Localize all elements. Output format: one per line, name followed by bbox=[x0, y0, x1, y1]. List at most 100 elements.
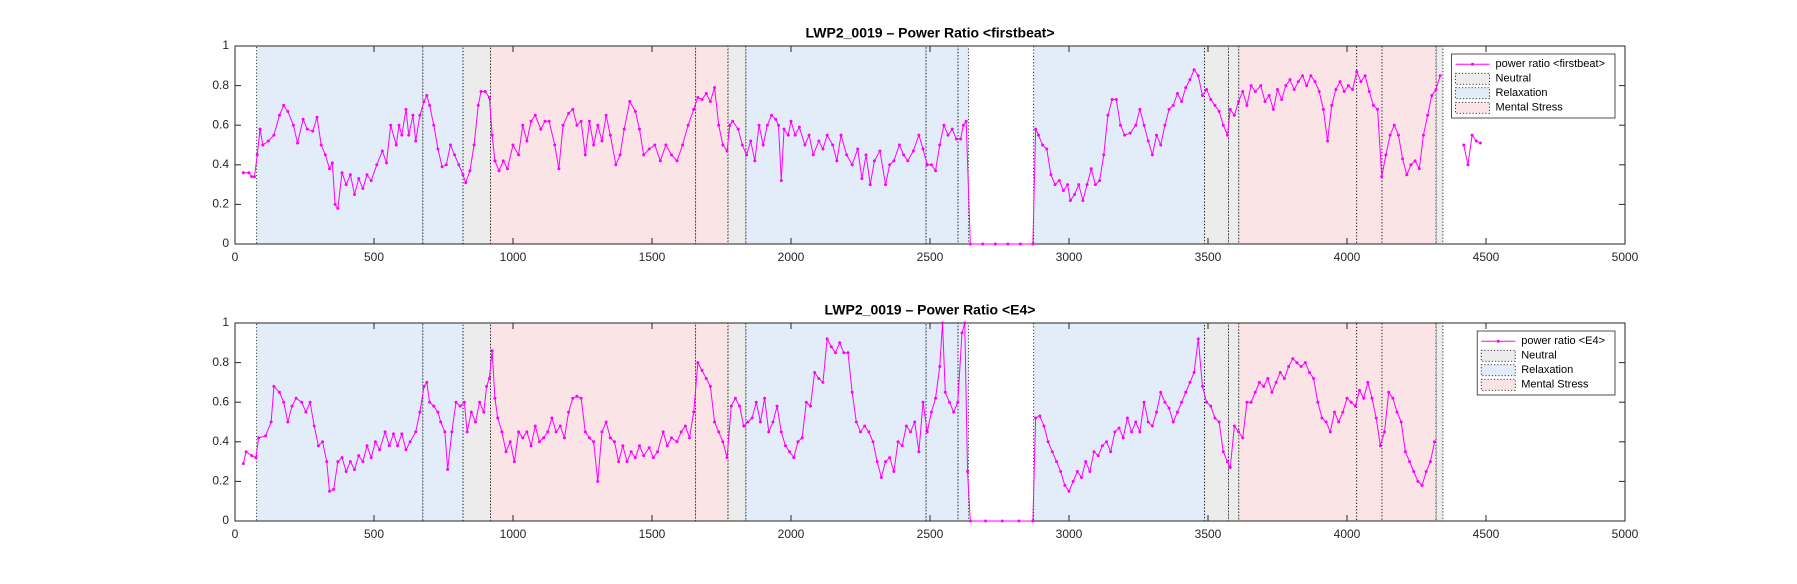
legend-marker bbox=[1496, 339, 1500, 343]
legend-label: Relaxation bbox=[1496, 87, 1548, 99]
data-point bbox=[301, 117, 305, 121]
data-point bbox=[440, 165, 444, 169]
data-point bbox=[725, 149, 729, 153]
y-tick-label: 0 bbox=[222, 513, 229, 527]
data-point bbox=[789, 119, 793, 123]
data-point bbox=[775, 404, 779, 408]
data-point bbox=[258, 127, 262, 131]
data-point bbox=[813, 371, 817, 374]
data-point bbox=[860, 177, 864, 181]
data-point bbox=[842, 351, 846, 355]
region bbox=[256, 322, 424, 522]
data-point bbox=[1163, 123, 1167, 127]
region bbox=[695, 322, 729, 522]
x-tick-label: 4500 bbox=[1473, 527, 1500, 541]
x-tick-label: 3500 bbox=[1195, 250, 1222, 264]
data-point bbox=[375, 163, 379, 167]
x-tick-label: 5000 bbox=[1612, 527, 1639, 541]
data-point bbox=[952, 410, 956, 414]
data-point bbox=[721, 143, 725, 147]
x-tick-label: 500 bbox=[364, 250, 384, 264]
data-point bbox=[950, 127, 954, 131]
region bbox=[462, 45, 491, 245]
data-point bbox=[575, 123, 579, 127]
data-point bbox=[913, 420, 917, 424]
data-point bbox=[408, 440, 412, 444]
data-point bbox=[839, 133, 843, 137]
data-point bbox=[542, 436, 546, 440]
data-point bbox=[325, 460, 329, 464]
data-point bbox=[1316, 400, 1320, 404]
data-point bbox=[385, 161, 389, 165]
data-point bbox=[369, 179, 373, 183]
data-point bbox=[476, 103, 480, 107]
data-point bbox=[1249, 84, 1253, 88]
data-point bbox=[269, 420, 273, 424]
data-point bbox=[444, 163, 448, 167]
data-point bbox=[1328, 430, 1332, 434]
data-point bbox=[1200, 384, 1204, 388]
data-point bbox=[1474, 139, 1478, 143]
data-point bbox=[688, 436, 692, 440]
data-point bbox=[736, 127, 740, 131]
data-point bbox=[761, 143, 765, 147]
region bbox=[745, 45, 927, 245]
data-point bbox=[1403, 450, 1407, 454]
data-point bbox=[328, 167, 332, 171]
data-point bbox=[336, 460, 340, 464]
data-point bbox=[884, 460, 888, 464]
data-point bbox=[1253, 90, 1257, 94]
data-point bbox=[1142, 400, 1146, 404]
data-point bbox=[537, 440, 541, 444]
data-point bbox=[1134, 123, 1138, 127]
x-tick-label: 4000 bbox=[1334, 527, 1361, 541]
y-tick-label: 0.4 bbox=[212, 157, 229, 171]
data-point bbox=[1017, 519, 1021, 523]
data-point bbox=[686, 123, 690, 127]
data-point bbox=[1351, 88, 1355, 92]
data-point bbox=[1262, 384, 1266, 388]
data-point bbox=[407, 133, 411, 137]
data-point bbox=[1114, 97, 1118, 101]
data-point bbox=[917, 450, 921, 454]
data-point bbox=[921, 400, 925, 404]
data-point bbox=[981, 242, 985, 246]
data-point bbox=[1077, 183, 1081, 187]
data-point bbox=[1146, 420, 1150, 424]
data-point bbox=[1420, 483, 1424, 487]
x-tick-label: 3000 bbox=[1056, 527, 1083, 541]
region bbox=[1228, 45, 1240, 245]
data-point bbox=[1232, 113, 1236, 117]
data-point bbox=[383, 430, 387, 434]
region bbox=[1203, 322, 1229, 522]
data-point bbox=[1213, 416, 1217, 420]
data-point bbox=[473, 420, 477, 424]
data-point bbox=[1405, 173, 1409, 177]
data-point bbox=[1088, 470, 1092, 473]
region bbox=[1381, 322, 1437, 522]
data-point bbox=[1188, 78, 1192, 82]
data-point bbox=[1392, 123, 1396, 127]
data-point bbox=[497, 169, 501, 173]
data-point bbox=[472, 143, 476, 147]
data-point bbox=[884, 183, 888, 187]
data-point bbox=[938, 365, 942, 369]
data-point bbox=[835, 159, 839, 163]
data-point bbox=[1320, 416, 1324, 420]
data-point bbox=[934, 169, 938, 173]
data-point bbox=[825, 337, 829, 341]
data-point bbox=[1358, 388, 1362, 392]
data-point bbox=[642, 153, 646, 157]
data-point bbox=[1237, 99, 1241, 103]
data-point bbox=[1200, 94, 1204, 97]
data-point bbox=[490, 349, 494, 353]
data-point bbox=[1209, 404, 1213, 408]
data-point bbox=[817, 376, 821, 380]
data-point bbox=[608, 133, 612, 137]
data-point bbox=[1363, 74, 1367, 78]
data-point bbox=[286, 109, 290, 113]
data-point bbox=[1345, 396, 1349, 400]
data-point bbox=[1184, 86, 1188, 90]
data-point bbox=[925, 430, 929, 434]
data-point bbox=[1175, 410, 1179, 414]
